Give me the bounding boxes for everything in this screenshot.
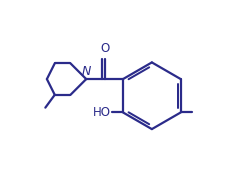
Text: N: N: [81, 65, 91, 78]
Text: HO: HO: [93, 106, 111, 119]
Text: O: O: [100, 42, 110, 55]
